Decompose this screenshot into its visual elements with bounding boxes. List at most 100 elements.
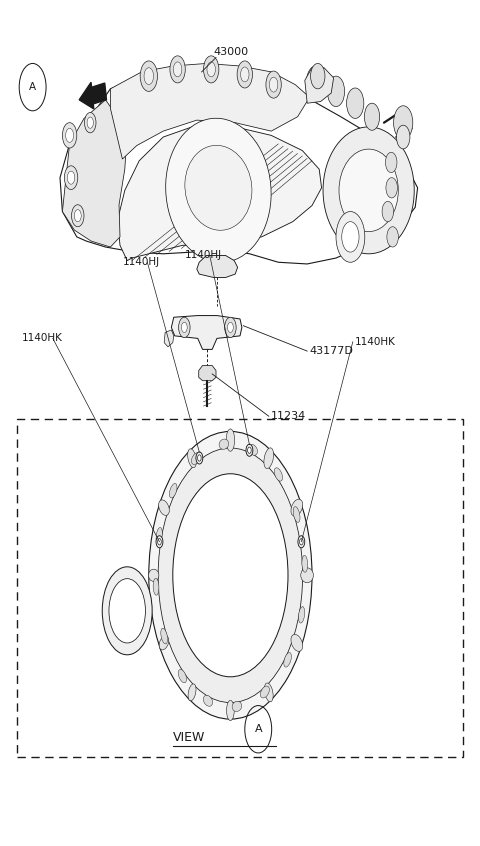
Ellipse shape (204, 695, 213, 706)
Ellipse shape (161, 629, 168, 644)
Circle shape (62, 123, 77, 148)
Circle shape (156, 536, 163, 548)
Polygon shape (62, 100, 127, 247)
Circle shape (102, 567, 152, 655)
Circle shape (140, 61, 157, 91)
Polygon shape (60, 66, 418, 264)
Polygon shape (197, 255, 238, 277)
FancyArrow shape (79, 82, 107, 109)
Ellipse shape (156, 528, 162, 544)
Ellipse shape (188, 684, 196, 700)
Bar (17, 419, 463, 757)
Circle shape (225, 317, 236, 338)
Text: 1140HK: 1140HK (355, 337, 396, 347)
Circle shape (149, 431, 312, 719)
Ellipse shape (248, 444, 257, 455)
Ellipse shape (153, 579, 159, 596)
Circle shape (364, 103, 380, 130)
Ellipse shape (293, 507, 300, 522)
Text: 43000: 43000 (214, 47, 249, 58)
Polygon shape (199, 365, 216, 381)
Ellipse shape (185, 146, 252, 230)
Circle shape (248, 447, 251, 453)
Circle shape (144, 68, 154, 85)
Ellipse shape (339, 149, 398, 232)
Ellipse shape (226, 429, 235, 451)
Ellipse shape (274, 468, 283, 481)
Ellipse shape (166, 118, 271, 262)
Polygon shape (118, 125, 322, 261)
Polygon shape (305, 68, 334, 103)
Circle shape (179, 317, 190, 338)
Ellipse shape (188, 448, 196, 468)
Circle shape (306, 66, 325, 100)
Ellipse shape (264, 683, 273, 702)
Circle shape (396, 125, 410, 149)
Circle shape (336, 212, 365, 262)
Ellipse shape (158, 500, 169, 515)
Ellipse shape (232, 701, 242, 711)
Ellipse shape (148, 569, 159, 581)
Circle shape (181, 322, 187, 332)
Ellipse shape (264, 448, 274, 469)
Circle shape (394, 106, 413, 140)
Circle shape (347, 88, 364, 118)
Ellipse shape (301, 568, 313, 583)
Circle shape (72, 205, 84, 227)
Polygon shape (171, 316, 242, 349)
Ellipse shape (159, 636, 169, 650)
Circle shape (207, 62, 216, 77)
Ellipse shape (291, 499, 303, 516)
Circle shape (228, 322, 233, 332)
Circle shape (67, 171, 75, 184)
Circle shape (173, 474, 288, 677)
Ellipse shape (192, 453, 200, 464)
Polygon shape (164, 330, 174, 347)
Circle shape (198, 455, 201, 461)
Polygon shape (110, 63, 310, 159)
Circle shape (240, 67, 249, 82)
Circle shape (109, 579, 145, 643)
Ellipse shape (227, 700, 234, 721)
Ellipse shape (219, 439, 228, 449)
Circle shape (64, 166, 78, 190)
Circle shape (387, 227, 398, 247)
Circle shape (385, 152, 397, 173)
Text: 43177D: 43177D (310, 346, 353, 356)
Ellipse shape (169, 483, 177, 498)
Circle shape (327, 76, 345, 107)
Ellipse shape (178, 669, 187, 683)
Circle shape (246, 444, 253, 456)
Circle shape (237, 61, 252, 88)
Ellipse shape (291, 634, 303, 651)
Ellipse shape (284, 652, 291, 667)
Circle shape (300, 539, 303, 545)
Text: VIEW: VIEW (173, 731, 205, 744)
Circle shape (386, 178, 397, 198)
Text: 1140HJ: 1140HJ (185, 250, 222, 261)
Circle shape (66, 129, 73, 142)
Circle shape (173, 62, 182, 77)
Circle shape (158, 448, 302, 702)
Ellipse shape (302, 555, 308, 572)
Circle shape (269, 77, 278, 92)
Ellipse shape (299, 607, 305, 623)
Circle shape (87, 117, 94, 129)
Text: 1140HJ: 1140HJ (122, 257, 159, 267)
Circle shape (74, 210, 81, 222)
Text: A: A (29, 82, 36, 92)
Text: 1140HK: 1140HK (22, 333, 62, 343)
Text: 11234: 11234 (271, 411, 306, 421)
Circle shape (196, 452, 203, 464)
Circle shape (342, 222, 359, 252)
Circle shape (84, 113, 96, 133)
Circle shape (170, 56, 185, 83)
Circle shape (157, 539, 161, 545)
Circle shape (382, 201, 394, 222)
Circle shape (298, 536, 305, 548)
Ellipse shape (261, 686, 269, 698)
Text: A: A (254, 724, 262, 734)
Ellipse shape (323, 127, 414, 254)
Circle shape (266, 71, 281, 98)
Circle shape (204, 56, 219, 83)
